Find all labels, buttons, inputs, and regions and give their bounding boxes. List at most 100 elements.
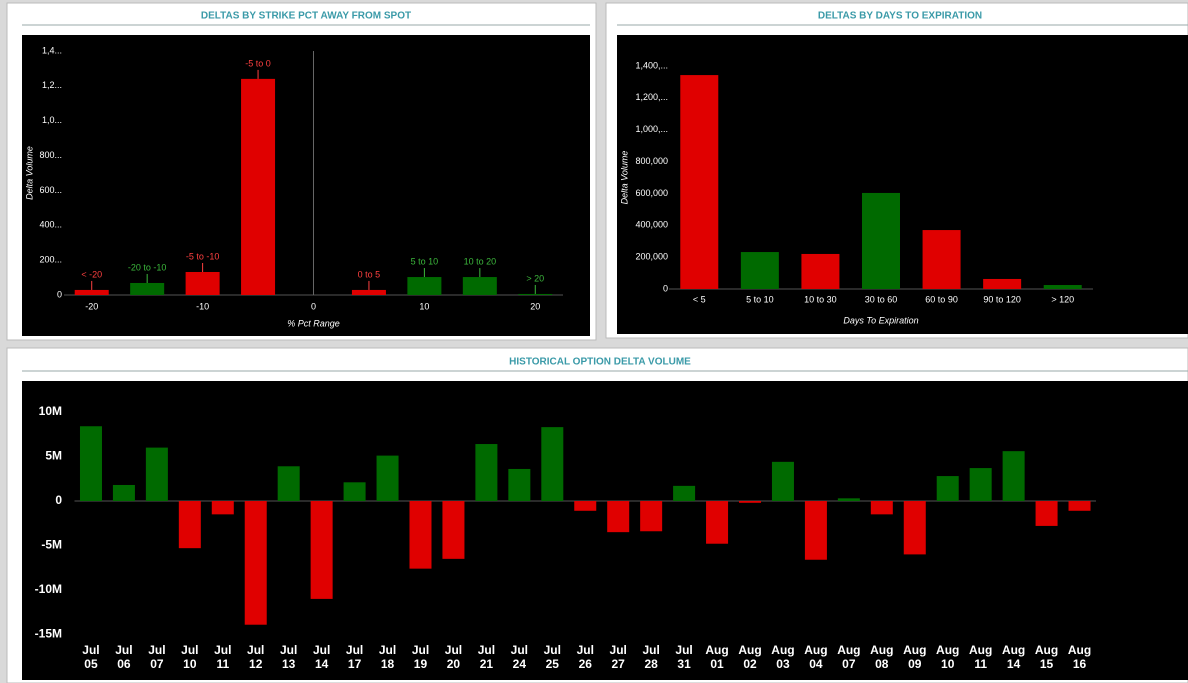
bar <box>673 485 696 501</box>
x-tick-label: Jul 28 <box>642 643 660 671</box>
chart-title: HISTORICAL OPTION DELTA VOLUME <box>509 357 691 368</box>
plot-area <box>22 381 1188 680</box>
x-tick-label: Aug 15 <box>1034 643 1059 671</box>
x-tick-label: Jul 24 <box>510 643 529 671</box>
x-tick-label: > 120 <box>1051 294 1074 304</box>
bar-label: < -20 <box>81 269 102 279</box>
bar <box>310 501 333 599</box>
bar <box>518 293 553 295</box>
y-tick-label: 400... <box>39 220 62 230</box>
bar <box>1043 285 1082 289</box>
y-tick-label: 800... <box>39 150 62 160</box>
x-tick-label: 90 to 120 <box>983 294 1021 304</box>
bar <box>508 468 531 501</box>
x-tick-label: Jul 12 <box>247 643 265 671</box>
bar <box>351 289 386 295</box>
x-axis-title: Days To Expiration <box>843 315 918 325</box>
y-tick-label: -10M <box>35 582 62 596</box>
y-tick-label: 0 <box>57 289 62 299</box>
bar <box>1068 501 1091 511</box>
bar <box>862 192 900 289</box>
bar <box>771 461 794 501</box>
bar <box>79 426 102 501</box>
x-tick-label: Aug 14 <box>1001 643 1026 671</box>
bar-label: 0 to 5 <box>358 269 381 279</box>
bar <box>936 476 959 501</box>
bar <box>837 498 860 501</box>
bar <box>185 271 220 295</box>
x-tick-label: 60 to 90 <box>925 294 958 304</box>
x-tick-label: Jul 21 <box>477 643 496 671</box>
bar <box>244 501 267 625</box>
y-tick-label: 1,000,... <box>635 124 668 134</box>
bar <box>983 278 1022 289</box>
x-axis-title: % Pct Range <box>287 318 340 328</box>
x-tick-label: Jul 13 <box>280 643 298 671</box>
bar <box>706 501 729 544</box>
x-tick-label: Aug 01 <box>705 643 729 671</box>
x-tick-label: 10 to 30 <box>804 294 837 304</box>
bar <box>607 501 630 533</box>
bar-label: 5 to 10 <box>411 256 439 266</box>
x-tick-label: Aug 04 <box>804 643 828 671</box>
y-tick-label: 1,4... <box>42 45 62 55</box>
bar <box>462 277 497 295</box>
y-axis-title: Delta Volume <box>24 146 34 200</box>
bar <box>407 277 442 295</box>
bar <box>178 501 201 549</box>
x-tick-label: 30 to 60 <box>865 294 898 304</box>
bar <box>969 468 992 501</box>
bar <box>739 501 762 503</box>
y-tick-label: 10M <box>39 404 62 418</box>
bar <box>903 501 926 555</box>
bar <box>409 501 432 569</box>
x-tick-label: Jul 11 <box>214 643 232 671</box>
y-tick-label: 400,000 <box>635 220 668 230</box>
y-tick-label: 1,400,... <box>635 60 668 70</box>
x-tick-label: Aug 16 <box>1067 643 1092 671</box>
bar <box>870 501 893 515</box>
y-tick-label: 600... <box>39 185 62 195</box>
x-tick-label: Aug 09 <box>903 643 927 671</box>
bar <box>130 282 165 295</box>
x-tick-label: Aug 08 <box>870 643 894 671</box>
y-tick-label: 600,000 <box>635 188 668 198</box>
bar <box>74 289 109 295</box>
y-tick-label: 0 <box>55 493 62 507</box>
x-tick-label: 5 to 10 <box>746 294 774 304</box>
x-tick-label: Aug 07 <box>837 643 861 671</box>
x-tick-label: Jul 31 <box>675 643 693 671</box>
bar <box>574 501 597 511</box>
x-tick-label: Jul 06 <box>115 643 133 671</box>
y-tick-label: 800,000 <box>635 156 668 166</box>
bar <box>541 427 564 501</box>
y-tick-label: 1,0... <box>42 115 62 125</box>
bar <box>1035 501 1058 526</box>
y-tick-label: 1,200,... <box>635 92 668 102</box>
bar <box>680 75 719 289</box>
x-tick-label: Jul 27 <box>609 643 627 671</box>
x-tick-label: Jul 25 <box>543 643 561 671</box>
bar <box>640 501 663 532</box>
bar-label: -5 to -10 <box>186 251 220 261</box>
y-tick-label: -5M <box>41 538 62 552</box>
y-tick-label: -15M <box>35 627 62 641</box>
x-tick-label: < 5 <box>693 294 706 304</box>
bar <box>211 501 234 515</box>
x-tick-label: Aug 02 <box>738 643 762 671</box>
x-tick-label: Jul 17 <box>345 643 364 671</box>
y-tick-label: 1,2... <box>42 80 62 90</box>
x-tick-label: Aug 03 <box>771 643 795 671</box>
x-tick-label: 0 <box>311 301 316 311</box>
x-tick-label: Jul 14 <box>312 643 331 671</box>
bar <box>376 455 399 501</box>
y-axis-title: Delta Volume <box>619 151 629 205</box>
x-tick-label: Aug 11 <box>968 643 993 671</box>
x-tick-label: Jul 20 <box>444 643 463 671</box>
chart-title: DELTAS BY STRIKE PCT AWAY FROM SPOT <box>201 11 411 22</box>
bar-label: -20 to -10 <box>128 262 167 272</box>
y-tick-label: 0 <box>663 283 668 293</box>
x-tick-label: 10 <box>419 301 429 311</box>
